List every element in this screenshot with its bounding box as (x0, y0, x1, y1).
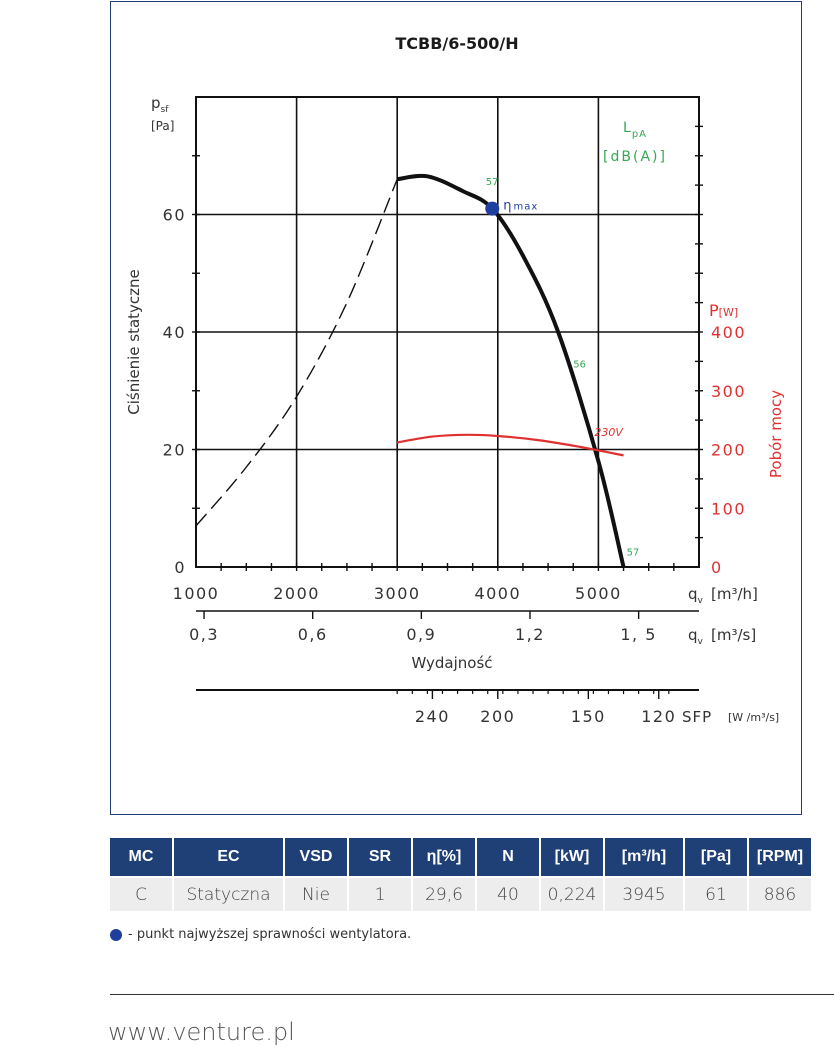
x-tick-label: 1000 (173, 584, 220, 603)
y2-tick-label: 400 (711, 323, 746, 342)
power-curve (397, 433, 624, 457)
x2-tick-label: 1, 5 (620, 625, 657, 644)
eta-max-label: η max (503, 199, 538, 214)
x-tick-label: 3000 (374, 584, 421, 603)
chart-title: TCBB/6-500/H (395, 34, 518, 53)
table-cell: 29,6 (412, 876, 477, 911)
sfp-tick-label: 240 (415, 707, 450, 726)
table-header: [RPM] (748, 838, 811, 877)
y2-tick-label: 200 (711, 441, 746, 460)
table-header: η[%] (412, 838, 477, 877)
sfp-tick-label: 200 (480, 707, 515, 726)
table-cell: 0,224 (540, 876, 605, 911)
x-tick-label: 4000 (474, 584, 521, 603)
sfp-tick-label: 150 (571, 707, 606, 726)
x2-tick-label: 1,2 (515, 625, 545, 644)
x2-axis-unit: [m³/s] (711, 626, 756, 644)
lpa-unit: [dB(A)] (603, 149, 667, 165)
table-header: VSD (284, 838, 349, 877)
table-header: [Pa] (684, 838, 749, 877)
table-header: SR (348, 838, 413, 877)
lpa-value-label: 56 (573, 359, 586, 370)
y2-tick-label: 100 (711, 499, 746, 518)
table-header: EC (173, 838, 285, 877)
eta-max-point (485, 201, 500, 216)
sfp-unit: [W /m³/s] (728, 711, 779, 724)
table-cell: 3945 (604, 876, 685, 911)
table-cell: 886 (748, 876, 811, 911)
sfp-label: SFP (682, 708, 712, 726)
table-header: [kW] (540, 838, 605, 877)
table-cell: C (110, 876, 174, 911)
y2-axis-symbol: P[W] (709, 301, 738, 320)
legend-note: - punkt najwyższej sprawności wentylator… (110, 927, 411, 942)
table-cell: 61 (684, 876, 749, 911)
fan-performance-chart: TCBB/6-500/H 0 20 40 60 psf [Pa] Ciśnienie stat… (125, 34, 785, 726)
y-axis-symbol: psf (151, 94, 169, 115)
eta-point-dot-icon (110, 928, 122, 941)
table-cell: 1 (348, 876, 413, 911)
fan-curve (396, 173, 626, 568)
x-tick-label: 5000 (575, 584, 622, 603)
legend-note-text: - punkt najwyższej sprawności wentylator… (128, 927, 412, 942)
lpa-value-label: 57 (627, 547, 640, 558)
table-row: C Statyczna Nie 1 29,6 40 0,224 3945 61 … (110, 876, 811, 911)
fan-curve-unstable-dashed (195, 178, 398, 527)
x-axis-label: Wydajność (411, 654, 492, 672)
table-header-row: MC EC VSD SR η[%] N [kW] [m³/h] [Pa] [RP… (110, 838, 811, 877)
table-header: MC (110, 838, 174, 877)
x2-tick-label: 0,6 (298, 625, 328, 644)
chart-frame: TCBB/6-500/H 0 20 40 60 psf [Pa] Ciśnienie stat… (110, 1, 802, 815)
spec-table: MC EC VSD SR η[%] N [kW] [m³/h] [Pa] [RP… (110, 838, 811, 911)
y-axis-unit: [Pa] (151, 119, 174, 133)
table-header: [m³/h] (604, 838, 685, 877)
footer-url: www.venture.pl (108, 1018, 295, 1046)
x2-tick-label: 0,3 (189, 625, 219, 644)
y-tick-label: 20 (163, 441, 186, 460)
y-tick-label: 40 (163, 323, 186, 342)
x-tick-label: 2000 (273, 584, 320, 603)
lpa-value-label: 57 (486, 177, 499, 188)
sfp-tick-label: 120 (641, 707, 676, 726)
y2-tick-label: 0 (711, 558, 723, 577)
table-header: N (476, 838, 541, 877)
table-cell: Statyczna (173, 876, 285, 911)
y-axis-label: Ciśnienie statyczne (125, 269, 143, 415)
y-tick-label: 60 (163, 206, 186, 225)
footer-divider (110, 994, 834, 995)
y2-axis-label: Pobór mocy (767, 390, 785, 478)
x-axis-unit: [m³/h] (711, 585, 758, 603)
lpa-symbol: LpA (623, 120, 647, 140)
x-axis-symbol: qv (688, 585, 704, 606)
power-curve-label: 230V (594, 426, 624, 439)
x2-axis-symbol: qv (688, 626, 704, 647)
table-cell: Nie (284, 876, 349, 911)
x2-tick-label: 0,9 (406, 625, 436, 644)
y-tick-label: 0 (174, 558, 186, 577)
y2-tick-label: 300 (711, 382, 746, 401)
table-cell: 40 (476, 876, 541, 911)
